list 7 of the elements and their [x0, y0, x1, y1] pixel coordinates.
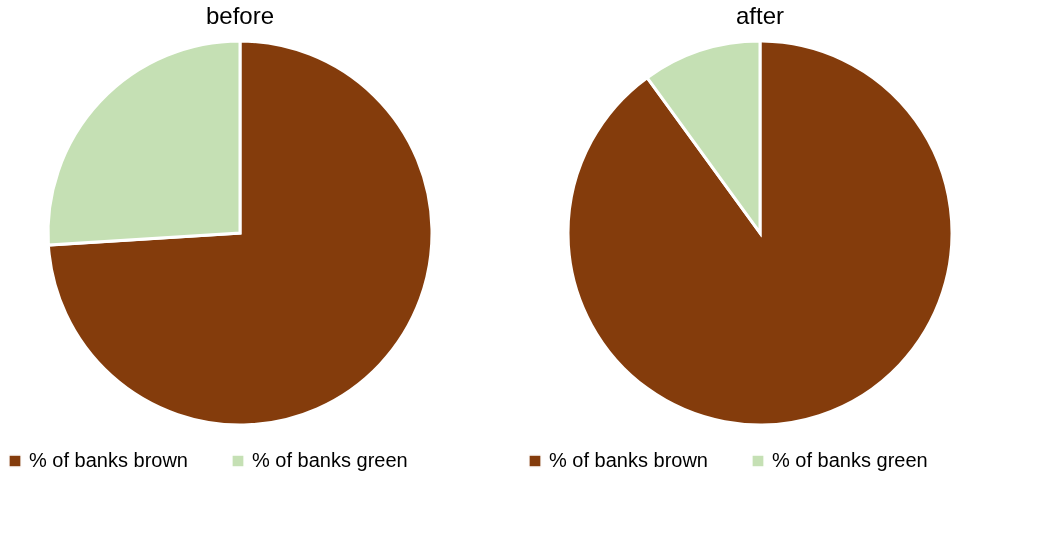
legend-label: % of banks green [772, 449, 928, 471]
chart-title: after [735, 2, 785, 29]
pie-slice [46, 39, 434, 427]
legend-label: % of banks green [252, 449, 408, 471]
legend-label: % of banks brown [549, 449, 708, 471]
chart-title: before [205, 2, 275, 29]
legend-label: % of banks brown [29, 449, 188, 471]
